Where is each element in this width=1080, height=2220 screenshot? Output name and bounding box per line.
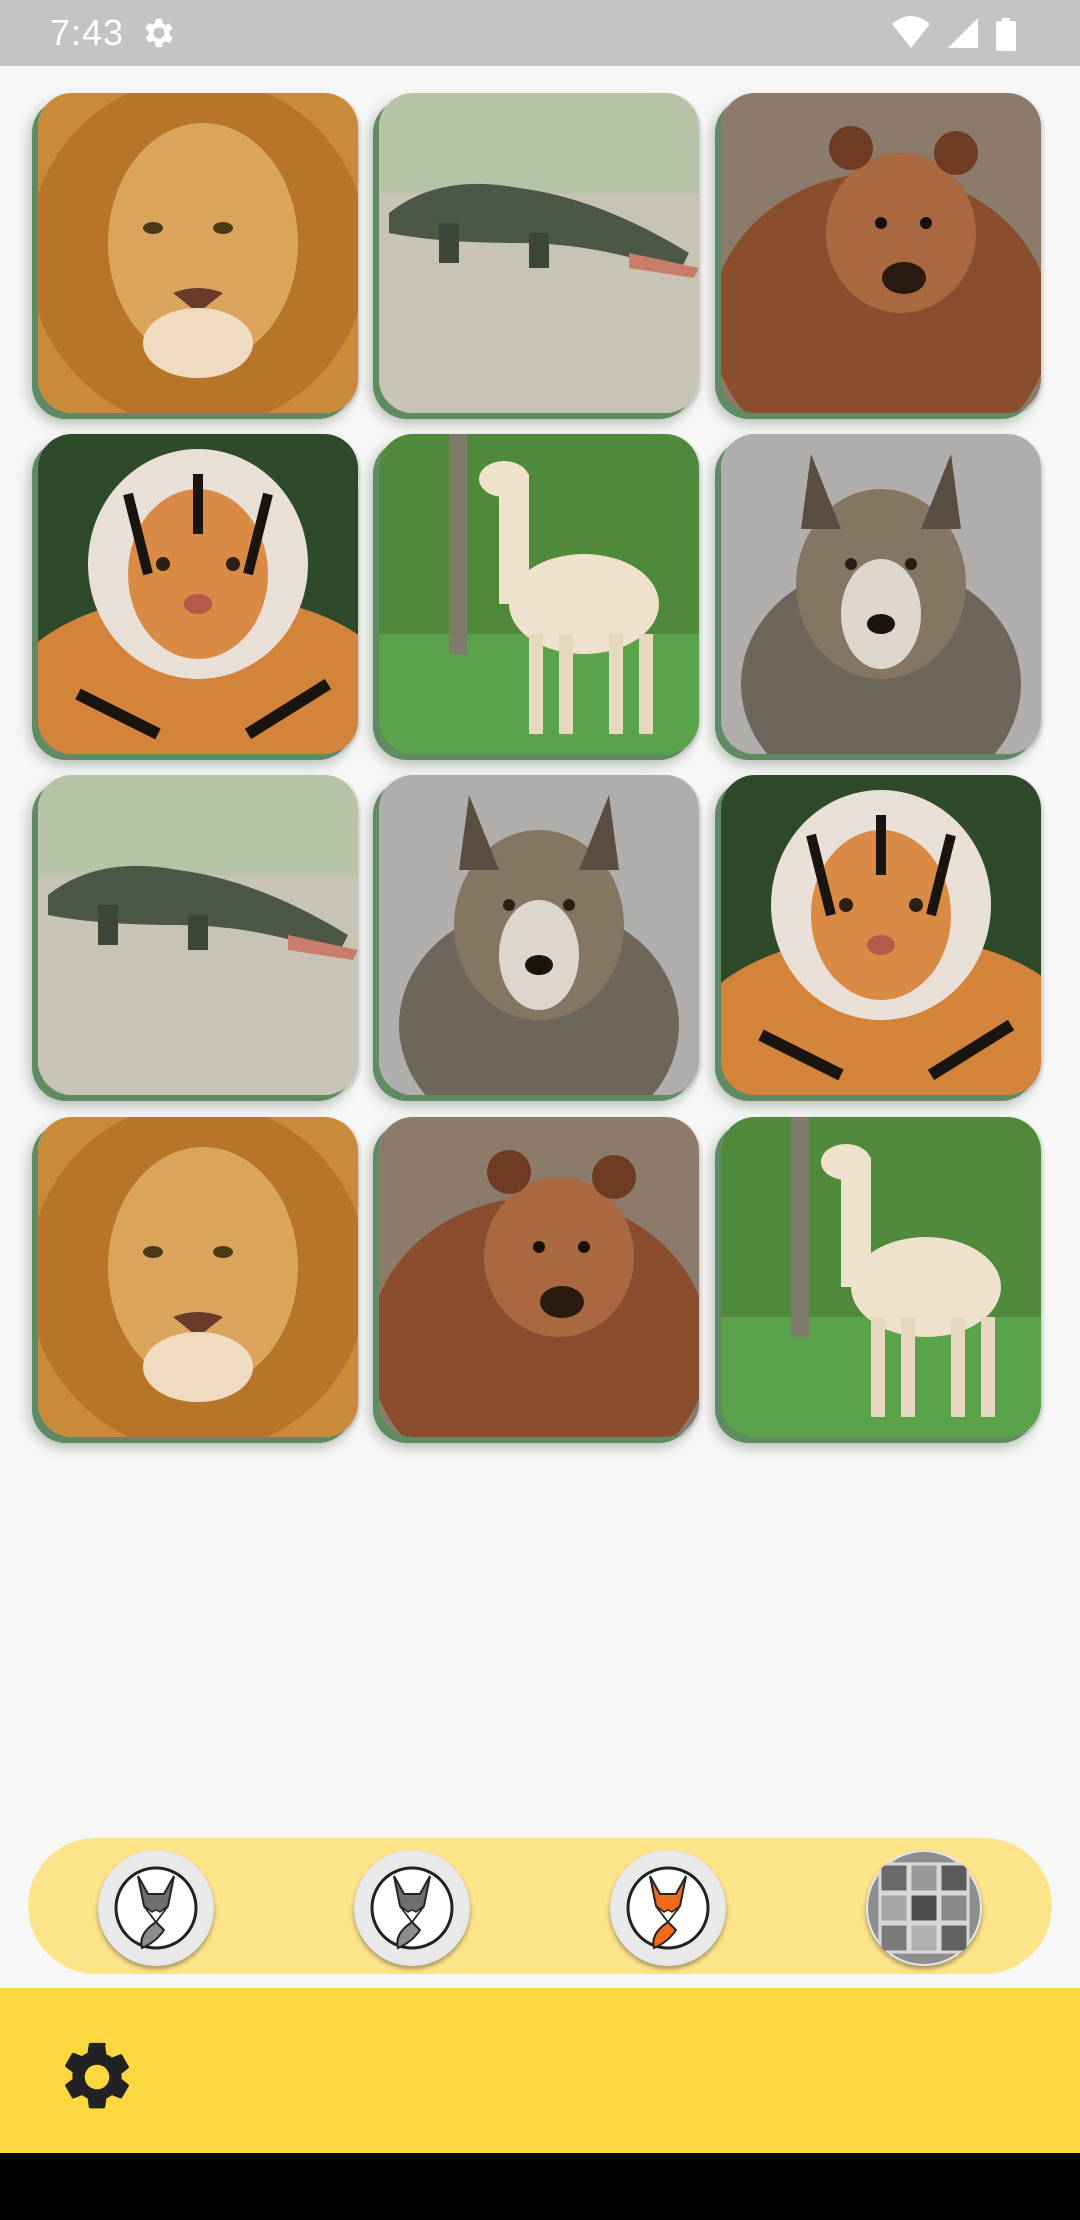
card-llama[interactable]: [379, 434, 699, 754]
card-tiger[interactable]: [38, 434, 358, 754]
memory-card-grid: [38, 93, 1041, 1437]
status-bar: 7:43: [0, 0, 1080, 66]
bear-image: [721, 93, 1041, 413]
card-bear[interactable]: [721, 93, 1041, 413]
lion-image: [38, 1117, 358, 1437]
card-wolf[interactable]: [379, 775, 699, 1095]
card-lion[interactable]: [38, 1117, 358, 1437]
settings-button[interactable]: [56, 2036, 138, 2118]
card-llama[interactable]: [721, 1117, 1041, 1437]
theme-option-photo-grid[interactable]: [866, 1850, 982, 1966]
lion-image: [38, 93, 358, 413]
card-tiger[interactable]: [721, 775, 1041, 1095]
crocodile-image: [38, 775, 358, 1095]
status-icons: [892, 16, 1016, 51]
tiger-image: [38, 434, 358, 754]
bear-image: [379, 1117, 699, 1437]
theme-option-gray-fox[interactable]: [354, 1850, 470, 1966]
cellular-signal-icon: [948, 18, 978, 48]
fox-gray-icon: [100, 1852, 212, 1964]
tiger-image: [721, 775, 1041, 1095]
card-bear[interactable]: [379, 1117, 699, 1437]
card-lion[interactable]: [38, 93, 358, 413]
battery-icon: [996, 18, 1016, 51]
card-crocodile[interactable]: [379, 93, 699, 413]
llama-image: [721, 1117, 1041, 1437]
wifi-icon: [892, 16, 930, 48]
card-wolf[interactable]: [721, 434, 1041, 754]
system-navigation-bar: [0, 2153, 1080, 2220]
settings-gear-icon: [145, 18, 173, 48]
card-crocodile[interactable]: [38, 775, 358, 1095]
fox-gray-icon: [356, 1852, 468, 1964]
bottom-bar: [0, 1988, 1080, 2153]
crocodile-image: [379, 93, 699, 413]
wolf-image: [721, 434, 1041, 754]
theme-picker-bar: [28, 1838, 1052, 1974]
status-time: 7:43: [50, 12, 125, 53]
wolf-image: [379, 775, 699, 1095]
theme-option-gray-fox[interactable]: [98, 1850, 214, 1966]
llama-image: [379, 434, 699, 754]
settings-gear-icon: [65, 2042, 129, 2109]
theme-option-orange-fox[interactable]: [610, 1850, 726, 1966]
fox-orange-icon: [612, 1852, 724, 1964]
photo-grid-icon: [868, 1852, 980, 1964]
